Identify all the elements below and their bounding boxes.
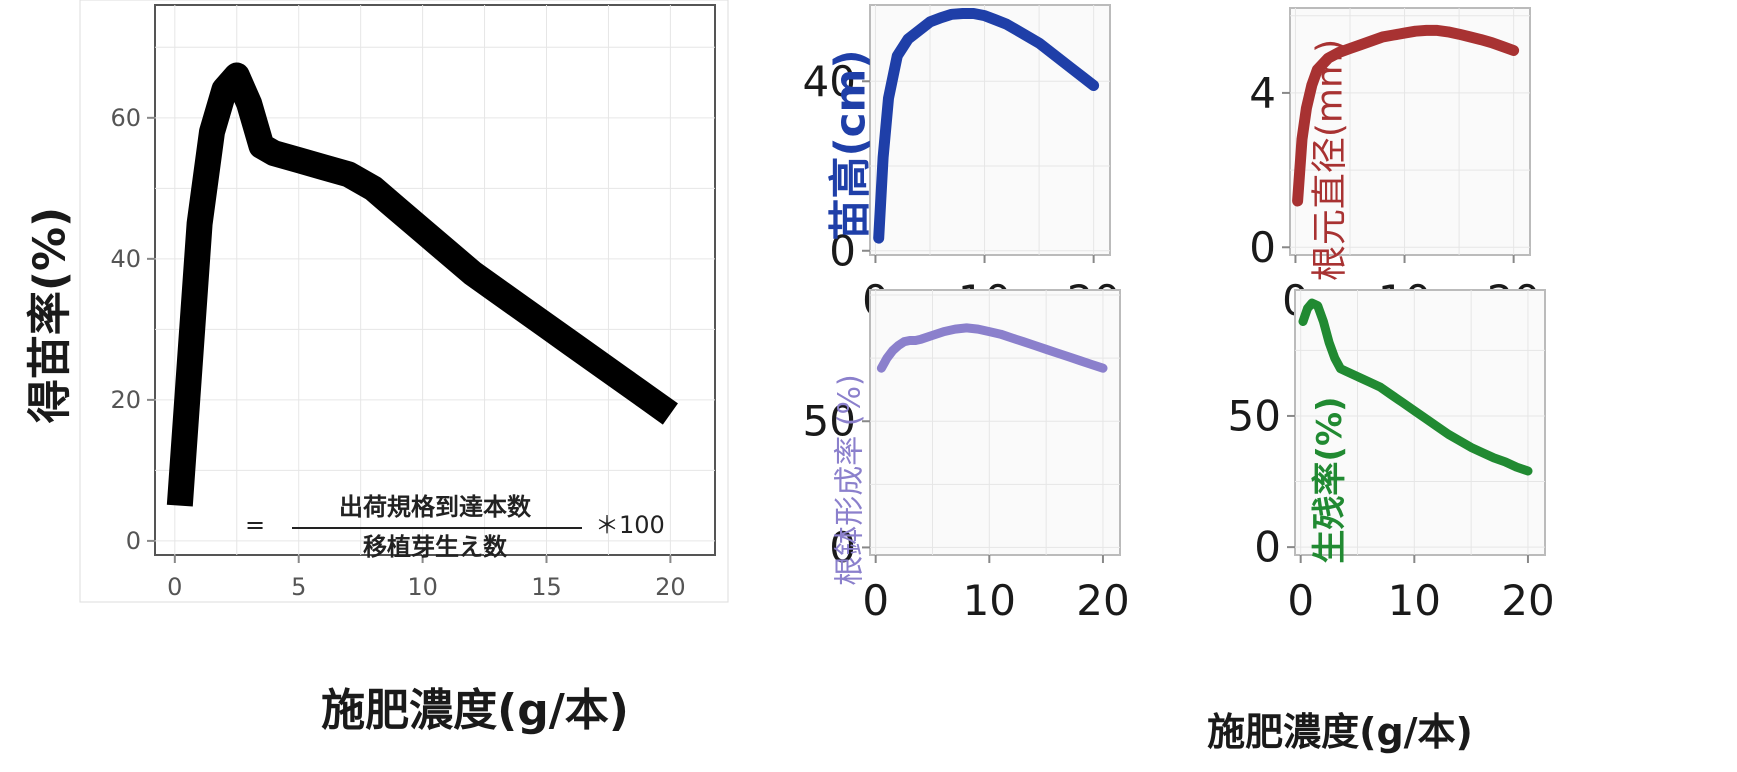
survival-x-tick-label: 0 <box>1287 576 1314 625</box>
survival-x-tick-label: 20 <box>1501 576 1554 625</box>
main-panel: 0 5 10 15 20 0 20 40 60 <box>79 0 729 603</box>
survival-x-tick-label: 10 <box>1388 576 1441 625</box>
shared-xlabel: 施肥濃度(g/本) <box>1207 710 1473 754</box>
height-series-line-0 <box>873 8 1100 244</box>
survival-y-tick-label: 50 <box>1228 391 1281 440</box>
main-xlabel: 施肥濃度(g/本) <box>321 685 629 736</box>
survival-panel: 0 10 20 0 50 <box>1228 289 1555 625</box>
main-x-tick-label: 10 <box>407 573 438 601</box>
rootball-x-tick-label: 10 <box>963 576 1016 625</box>
diameter-y-tick-label: 0 <box>1249 223 1276 272</box>
diameter-ylabel: 根元直径(mm) <box>1310 39 1351 281</box>
main-x-tick-label: 0 <box>167 573 182 601</box>
rootball-y-tick-label: 50 <box>803 397 856 446</box>
rootball-panel: 0 10 20 0 50 <box>803 289 1130 625</box>
height-plot-area <box>869 4 1111 256</box>
height-y-tick-label: 40 <box>803 57 856 106</box>
formula-numerator: 出荷規格到達本数 <box>339 493 532 521</box>
rootball-x-tick-label: 20 <box>1076 576 1129 625</box>
main-x-tick-label: 5 <box>291 573 306 601</box>
rootball-ylabel: 根鉢形成率 (%) <box>833 374 868 585</box>
rootball-y-tick-label: 0 <box>829 523 856 572</box>
survival-series-line-0 <box>1298 298 1533 476</box>
main-y-tick-label: 40 <box>110 245 141 273</box>
diameter-panel: 0102004 <box>1249 7 1540 325</box>
main-y-tick-label: 60 <box>110 104 141 132</box>
rootball-x-tick-label: 0 <box>862 576 889 625</box>
formula-annotation: = 出荷規格到達本数 移植芽生え数 ＊100 <box>245 493 665 561</box>
survival-ylabel: 生残率(%) <box>1310 396 1350 563</box>
diameter-plot-area <box>1289 7 1531 256</box>
survival-y-tick-label: 0 <box>1254 523 1281 572</box>
formula-denominator: 移植芽生え数 <box>363 533 508 561</box>
diameter-y-tick-label: 4 <box>1249 68 1276 117</box>
formula-prefix: = <box>245 511 265 539</box>
formula-suffix: ＊100 <box>595 511 665 539</box>
height-ylabel: 苗高(cm) <box>826 49 875 240</box>
main-y-tick-label: 0 <box>126 527 141 555</box>
height-y-tick-label: 0 <box>829 226 856 275</box>
main-series-line-0 <box>166 62 678 507</box>
diameter-series-line-0 <box>1292 24 1520 207</box>
main-ylabel: 得苗率(%) <box>25 207 76 424</box>
main-x-tick-label: 15 <box>531 573 562 601</box>
main-x-tick-label: 20 <box>655 573 686 601</box>
survival-plot-area <box>1294 289 1546 556</box>
main-y-tick-label: 20 <box>110 386 141 414</box>
rootball-series-line-0 <box>876 323 1108 373</box>
